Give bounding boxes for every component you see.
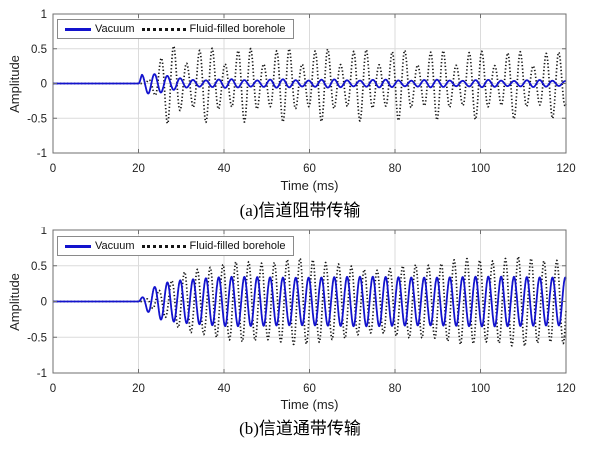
y-tick-label: -0.5 <box>27 113 47 125</box>
chart-a-xlabel: Time (ms) <box>280 178 339 193</box>
x-tick-label: 0 <box>50 163 56 175</box>
x-tick-label: 20 <box>132 163 145 175</box>
y-tick-label: 1 <box>41 9 47 21</box>
chart-a-plot-area: 0 20 40 60 80 100 120 -1 -0.5 0 0.5 1 <box>27 9 575 175</box>
legend-label-fluid: Fluid-filled borehole <box>189 23 286 35</box>
legend-label-fluid: Fluid-filled borehole <box>189 240 286 252</box>
legend-label-vacuum: Vacuum <box>95 23 135 35</box>
y-tick-label: -0.5 <box>27 332 47 344</box>
series-path-vacuum <box>52 73 567 95</box>
x-tick-label: 60 <box>303 163 316 175</box>
y-tick-label: 0 <box>41 297 47 309</box>
fluid-dotted-line-sample-icon <box>141 244 186 248</box>
x-tick-label: 40 <box>218 383 231 395</box>
vacuum-line-sample-icon <box>65 244 91 248</box>
legend-label-vacuum: Vacuum <box>95 240 135 252</box>
fluid-dotted-line-sample-icon <box>141 27 186 31</box>
chart-a-caption: (a)信道阻带传输 <box>239 201 361 220</box>
x-tick-label: 40 <box>218 163 231 175</box>
series-path-vacuum <box>52 275 567 328</box>
legend-item-fluid: Fluid-filled borehole <box>141 240 286 252</box>
x-tick-label: 120 <box>556 163 575 175</box>
x-tick-label: 80 <box>389 383 402 395</box>
y-tick-label: 1 <box>41 227 47 237</box>
y-tick-label: 0 <box>41 79 47 91</box>
legend-item-vacuum: Vacuum <box>65 240 135 252</box>
y-tick-label: -1 <box>37 148 47 160</box>
y-tick-label: -1 <box>37 368 47 380</box>
x-tick-label: 100 <box>471 163 490 175</box>
y-tick-label: 0.5 <box>31 261 47 273</box>
series-path-fluid-filled-borehole <box>52 45 567 125</box>
legend-item-vacuum: Vacuum <box>65 23 135 35</box>
x-tick-label: 20 <box>132 383 145 395</box>
chart-b-ylabel: Amplitude <box>7 273 22 331</box>
chart-b-caption: (b)信道通带传输 <box>239 419 361 438</box>
x-tick-label: 80 <box>389 163 402 175</box>
chart-b-xlabel: Time (ms) <box>280 397 339 412</box>
chart-a-legend: Vacuum Fluid-filled borehole <box>57 19 294 39</box>
vacuum-line-sample-icon <box>65 27 91 31</box>
x-tick-label: 120 <box>556 383 575 395</box>
legend-item-fluid: Fluid-filled borehole <box>141 23 286 35</box>
chart-b-legend: Vacuum Fluid-filled borehole <box>57 236 294 256</box>
y-tick-label: 0.5 <box>31 44 47 56</box>
chart-a-ylabel: Amplitude <box>7 55 22 113</box>
x-tick-label: 60 <box>303 383 316 395</box>
x-tick-label: 0 <box>50 383 56 395</box>
x-tick-label: 100 <box>471 383 490 395</box>
